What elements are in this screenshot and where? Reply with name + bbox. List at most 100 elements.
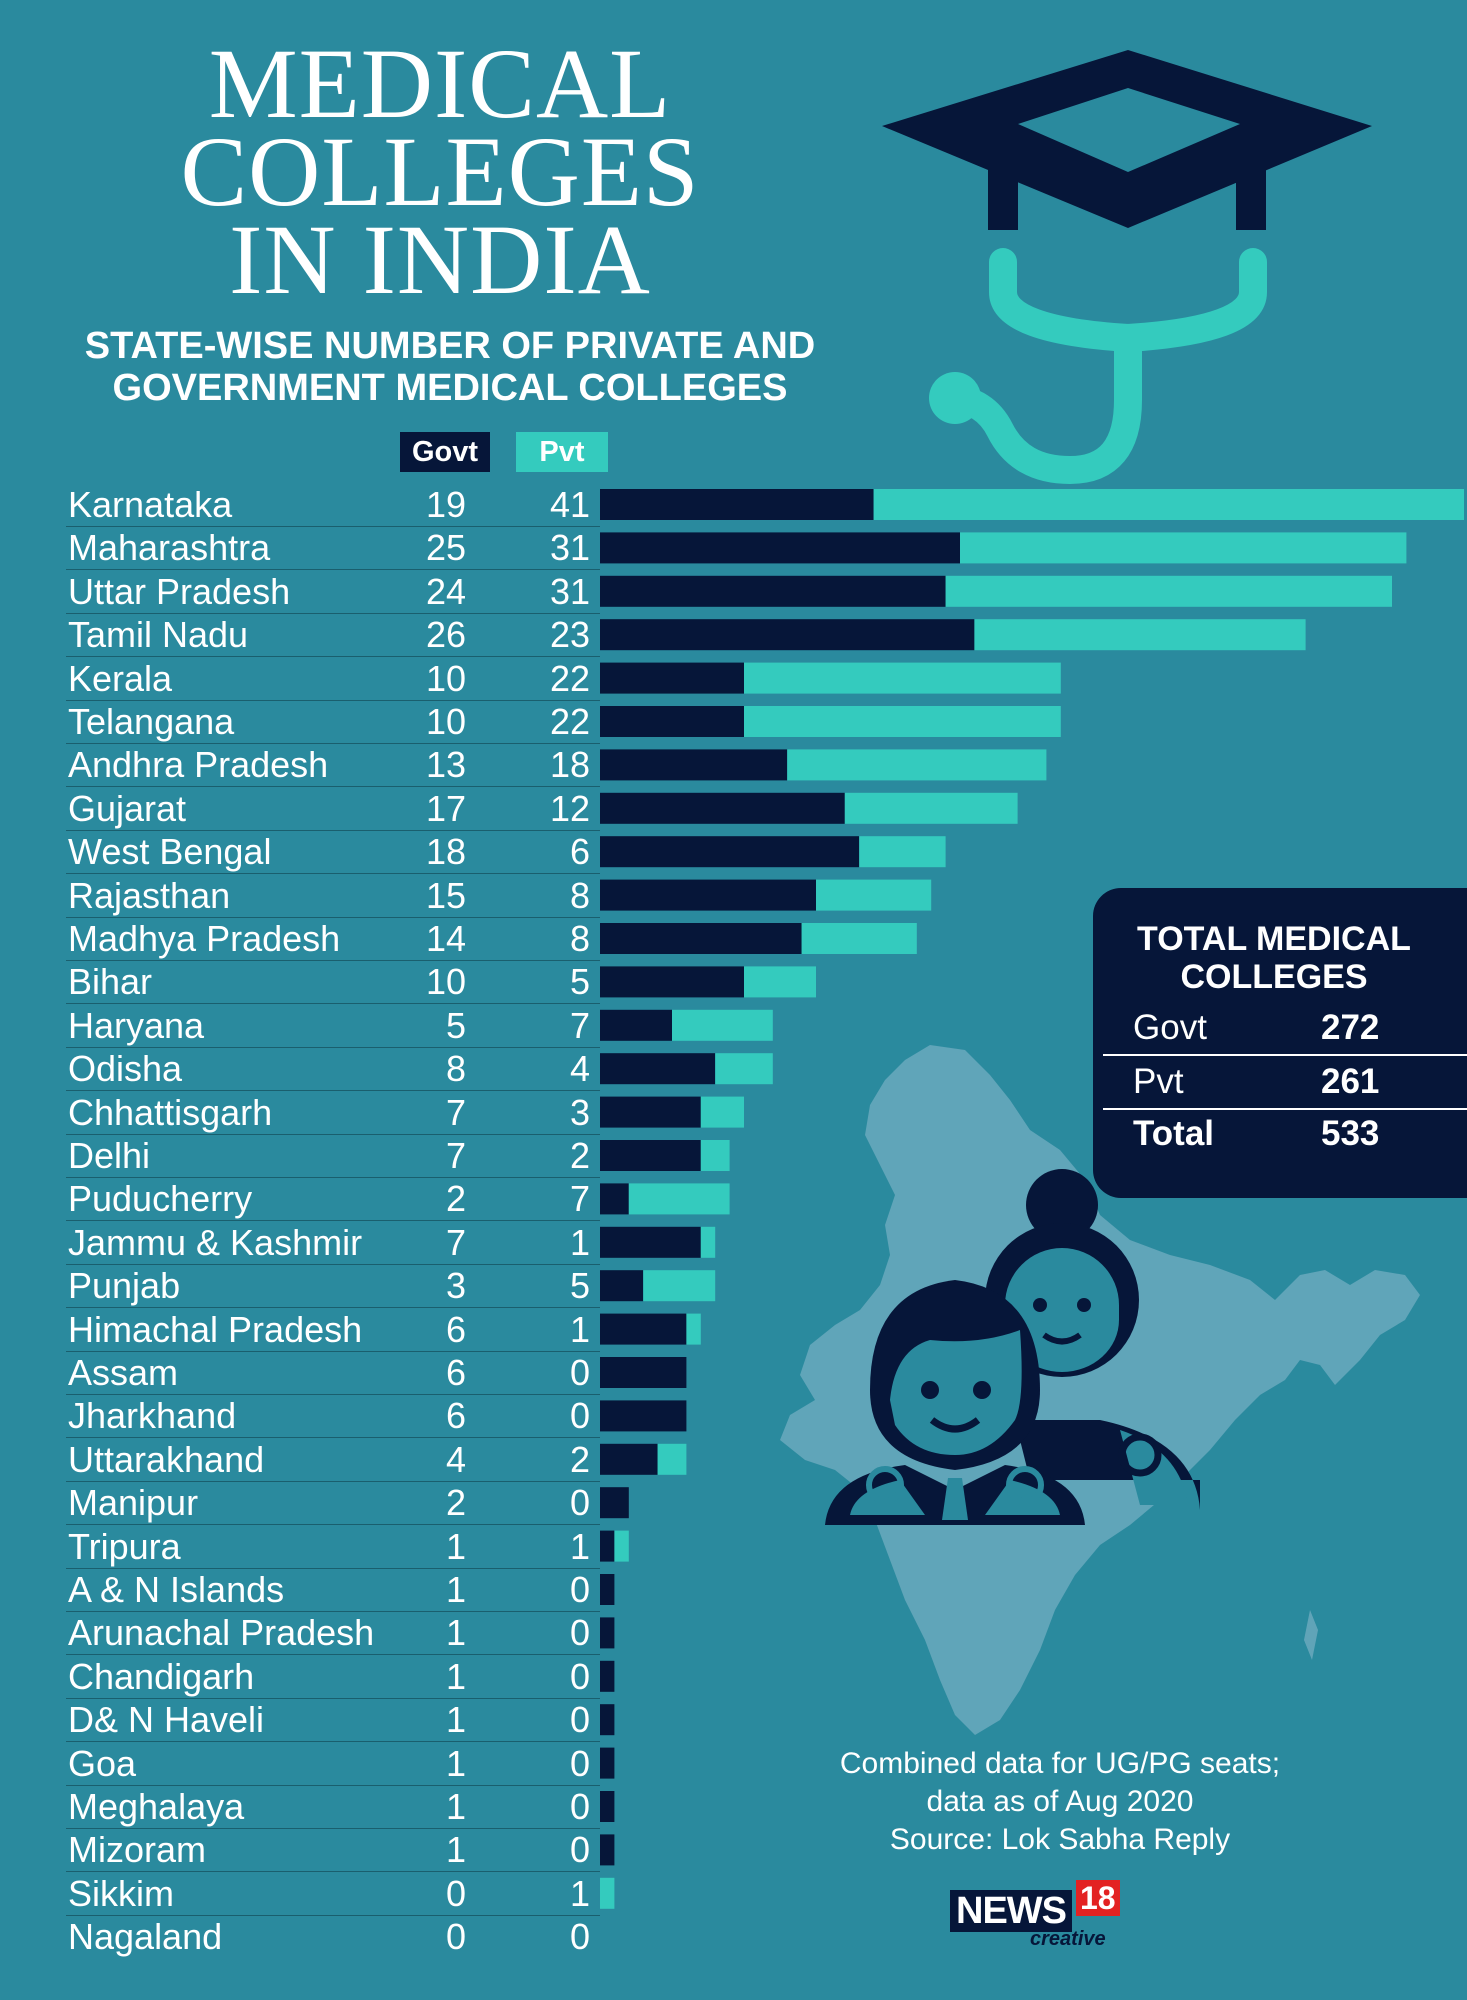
govt-count: 1 — [445, 1742, 466, 1784]
bar-pvt — [700, 1096, 744, 1128]
table-row: Gujarat 17 12 — [66, 787, 600, 831]
govt-count: 13 — [425, 744, 466, 786]
bar-govt — [600, 1009, 672, 1041]
table-row: Goa 1 0 — [66, 1742, 600, 1786]
bar-govt — [600, 1443, 658, 1475]
state-label: Delhi — [68, 1135, 151, 1176]
pvt-count: 23 — [549, 614, 590, 656]
govt-count: 1 — [445, 1655, 466, 1697]
table-row: Kerala 10 22 — [66, 657, 600, 701]
state-label: Rajasthan — [68, 874, 231, 916]
table-row: Jammu & Kashmir 7 1 — [66, 1221, 600, 1265]
bar-govt — [600, 1834, 615, 1866]
pvt-count: 0 — [569, 1829, 590, 1871]
table-row: Haryana 5 7 — [66, 1004, 600, 1048]
bar-govt — [600, 706, 744, 737]
stacked-bar-chart — [600, 483, 1466, 1963]
pvt-count: 41 — [549, 484, 590, 525]
govt-count: 1 — [445, 1525, 466, 1567]
bar-pvt — [715, 1053, 773, 1085]
pvt-count: 0 — [569, 1612, 590, 1654]
state-label: Sikkim — [68, 1872, 174, 1914]
title-line: MEDICAL — [208, 28, 672, 139]
doctors-icon — [825, 1169, 1200, 1525]
govt-count: 26 — [425, 614, 466, 656]
bar-pvt — [859, 836, 946, 868]
bar-govt — [600, 1574, 615, 1605]
state-label: Arunachal Pradesh — [68, 1612, 375, 1654]
bar-govt — [600, 1530, 615, 1562]
pvt-count: 7 — [569, 1178, 590, 1220]
legend-govt: Govt — [400, 432, 490, 472]
pvt-count: 18 — [549, 744, 590, 786]
govt-count: 19 — [425, 484, 466, 525]
pvt-count: 1 — [569, 1308, 590, 1350]
table-row: D& N Haveli 1 0 — [66, 1698, 600, 1743]
pvt-count: 31 — [549, 527, 590, 569]
bar-govt — [600, 1357, 687, 1388]
govt-count: 1 — [445, 1569, 466, 1610]
govt-count: 10 — [425, 701, 466, 742]
logo-name: NEWS — [950, 1890, 1072, 1932]
table-row: Himachal Pradesh 6 1 — [66, 1308, 600, 1352]
table-row: Mizoram 1 0 — [66, 1828, 600, 1873]
govt-count: 14 — [425, 918, 466, 959]
bar-govt — [600, 532, 960, 564]
table-row: Chandigarh 1 0 — [66, 1655, 600, 1699]
govt-count: 6 — [445, 1308, 466, 1350]
bar-pvt — [960, 532, 1407, 564]
table-row: Arunachal Pradesh 1 0 — [66, 1611, 600, 1656]
state-label: Goa — [68, 1742, 137, 1784]
bar-pvt — [945, 575, 1392, 607]
bar-govt — [600, 489, 874, 520]
stethoscope-icon — [929, 248, 1267, 485]
table-row: Telangana 10 22 — [66, 700, 600, 744]
state-label: Tamil Nadu — [68, 614, 249, 656]
bar-govt — [600, 879, 816, 911]
bar-govt — [600, 1400, 687, 1432]
state-label: Manipur — [68, 1482, 199, 1524]
state-label: Puducherry — [68, 1178, 253, 1220]
bar-pvt — [844, 792, 1018, 824]
totals-row-pvt: Pvt 261 — [1103, 1056, 1467, 1110]
table-row: Uttarakhand 4 2 — [66, 1438, 600, 1482]
state-label: West Bengal — [68, 831, 272, 873]
govt-count: 8 — [445, 1048, 466, 1090]
bar-govt — [600, 1791, 615, 1822]
table-row: West Bengal 18 6 — [66, 830, 600, 875]
totals-value: 261 — [1321, 1062, 1380, 1101]
state-label: Meghalaya — [68, 1786, 245, 1827]
bar-pvt — [600, 1877, 615, 1909]
state-label: Punjab — [68, 1265, 181, 1307]
table-row: Delhi 7 2 — [66, 1134, 600, 1178]
pvt-count: 22 — [549, 657, 590, 699]
state-label: Himachal Pradesh — [68, 1308, 363, 1350]
state-label: Chhattisgarh — [68, 1091, 273, 1133]
state-label: Bihar — [68, 961, 153, 1003]
pvt-count: 0 — [569, 1395, 590, 1437]
table-row: Jharkhand 6 0 — [66, 1394, 600, 1439]
state-label: Telangana — [68, 701, 235, 742]
state-label: Haryana — [68, 1004, 205, 1046]
bar-govt — [600, 1660, 615, 1692]
table-row: Tamil Nadu 26 23 — [66, 613, 600, 658]
govt-count: 17 — [425, 787, 466, 829]
govt-count: 10 — [425, 961, 466, 1003]
table-row: Chhattisgarh 7 3 — [66, 1091, 600, 1135]
pvt-count: 0 — [569, 1482, 590, 1524]
bar-pvt — [744, 706, 1061, 737]
state-label: Jharkhand — [68, 1395, 237, 1437]
pvt-count: 8 — [569, 874, 590, 916]
table-row: Assam 6 0 — [66, 1351, 600, 1395]
page-title: MEDICAL COLLEGES IN INDIA — [110, 28, 770, 315]
title-line: IN INDIA — [229, 204, 651, 315]
subtitle-line: STATE-WISE NUMBER OF PRIVATE AND — [84, 325, 816, 367]
totals-panel: TOTAL MEDICAL COLLEGES Govt 272 Pvt 261 … — [1093, 888, 1467, 1198]
bar-pvt — [816, 879, 932, 911]
govt-count: 0 — [445, 1916, 466, 1958]
bar-govt — [600, 1747, 615, 1779]
table-row: Rajasthan 15 8 — [66, 874, 600, 918]
totals-value: 533 — [1321, 1114, 1380, 1153]
govt-count: 1 — [445, 1612, 466, 1654]
